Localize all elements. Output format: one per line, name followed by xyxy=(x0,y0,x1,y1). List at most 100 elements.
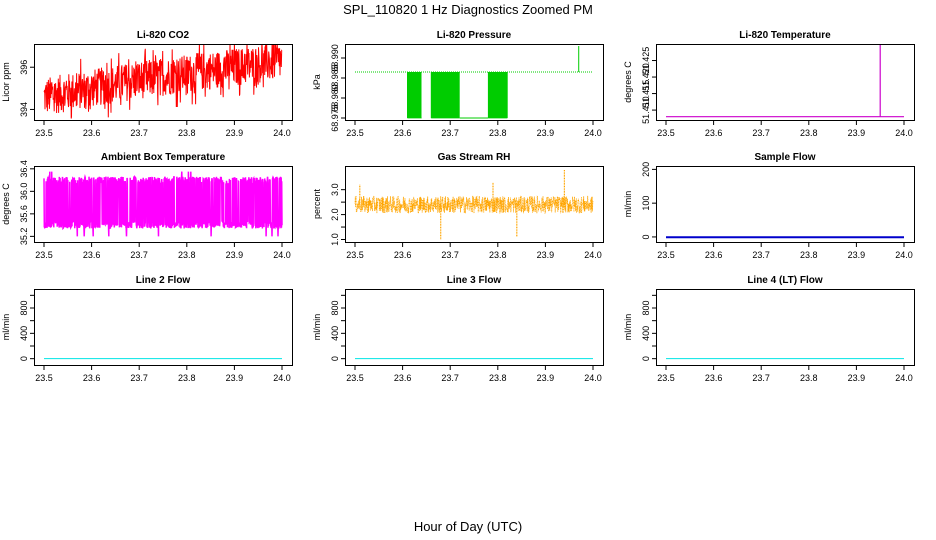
x-tick-label: 23.6 xyxy=(394,128,412,138)
x-tick-label: 23.9 xyxy=(226,128,244,138)
y-tick-label: 400 xyxy=(330,326,340,341)
panel-4: Ambient Box Temperature 23.5 23.6 23.7 23.8 2… xyxy=(1,152,293,260)
x-tick-label: 23.6 xyxy=(705,250,723,260)
series-dropout xyxy=(487,72,508,119)
panel-1: Li-820 CO2 23.5 23.6 23.7 23.8 23.9 24.0 394 396… xyxy=(1,30,293,138)
series-line xyxy=(354,195,594,215)
y-tick-label: 400 xyxy=(641,326,651,341)
x-tick-label: 23.9 xyxy=(848,250,866,260)
x-tick-label: 23.5 xyxy=(657,250,675,260)
y-tick-label: 0 xyxy=(330,356,340,361)
y-tick-label: 68.975 xyxy=(330,104,340,132)
y-tick-label: 2.0 xyxy=(330,208,340,221)
y-tick-label: 800 xyxy=(330,300,340,315)
x-tick-label: 23.7 xyxy=(752,250,770,260)
x-tick-label: 24.0 xyxy=(895,128,913,138)
x-tick-label: 23.6 xyxy=(705,373,723,383)
x-tick-label: 23.6 xyxy=(83,373,101,383)
y-tick-label: 400 xyxy=(19,326,29,341)
y-axis-label: ml/min xyxy=(623,191,633,218)
series-group xyxy=(43,44,283,119)
x-tick-label: 23.5 xyxy=(35,250,53,260)
figure-xlabel: Hour of Day (UTC) xyxy=(414,519,522,534)
x-tick-label: 23.7 xyxy=(130,128,148,138)
panel-title: Ambient Box Temperature xyxy=(101,152,226,163)
y-tick-label: 51.420 xyxy=(641,63,651,91)
y-tick-label: 800 xyxy=(19,300,29,315)
plot-frame xyxy=(34,166,293,243)
y-tick-label: 3.0 xyxy=(330,183,340,196)
x-tick-label: 23.9 xyxy=(537,128,555,138)
x-tick-label: 23.8 xyxy=(489,373,507,383)
x-tick-label: 23.7 xyxy=(441,250,459,260)
panel-title: Sample Flow xyxy=(754,152,815,163)
y-tick-label: 396 xyxy=(19,60,29,75)
y-tick-label: 394 xyxy=(19,102,29,117)
x-tick-label: 23.6 xyxy=(394,250,412,260)
y-tick-label: 35.6 xyxy=(19,205,29,223)
y-tick-label: 51.425 xyxy=(641,47,651,75)
y-tick-label: 35.2 xyxy=(19,228,29,246)
y-axis-label: degrees C xyxy=(1,183,11,225)
panel-title: Li-820 Pressure xyxy=(437,30,512,41)
x-tick-label: 23.7 xyxy=(441,128,459,138)
panel-title: Gas Stream RH xyxy=(438,152,511,163)
panel-grid: Li-820 CO2 23.5 23.6 23.7 23.8 23.9 24.0 394 396… xyxy=(1,30,915,383)
x-tick-label: 23.8 xyxy=(489,250,507,260)
x-tick-label: 23.9 xyxy=(226,250,244,260)
y-tick-label: 1.0 xyxy=(330,233,340,246)
plot-frame xyxy=(656,166,915,243)
x-tick-label: 23.9 xyxy=(226,373,244,383)
x-tick-label: 23.8 xyxy=(178,250,196,260)
x-tick-label: 23.8 xyxy=(800,373,818,383)
y-axis-label: degrees C xyxy=(623,61,633,103)
panel-3: Li-820 Temperature 23.5 23.6 23.7 23.8 23.9 24… xyxy=(623,30,915,138)
y-tick-label: 68.990 xyxy=(330,44,340,72)
x-tick-label: 23.8 xyxy=(178,128,196,138)
y-tick-label: 0 xyxy=(19,356,29,361)
y-tick-label: 200 xyxy=(641,162,651,177)
x-tick-label: 24.0 xyxy=(273,250,291,260)
panel-title: Line 2 Flow xyxy=(136,275,191,286)
y-tick-label: 36.4 xyxy=(19,160,29,178)
x-tick-label: 23.9 xyxy=(537,250,555,260)
y-tick-label: 68.985 xyxy=(330,64,340,92)
panel-8: Line 3 Flow 23.5 23.6 23.7 23.8 23.9 24.0 0 400 8… xyxy=(312,275,604,383)
x-tick-label: 23.9 xyxy=(848,373,866,383)
x-tick-label: 23.8 xyxy=(800,250,818,260)
y-axis-label: ml/min xyxy=(623,314,633,341)
x-tick-label: 23.5 xyxy=(346,373,364,383)
x-tick-label: 24.0 xyxy=(273,128,291,138)
series-line xyxy=(43,171,283,237)
x-tick-label: 23.6 xyxy=(394,373,412,383)
y-axis-label: kPa xyxy=(312,74,322,90)
series-group xyxy=(355,46,593,119)
x-tick-label: 24.0 xyxy=(584,250,602,260)
x-tick-label: 23.8 xyxy=(178,373,196,383)
x-tick-label: 23.5 xyxy=(657,373,675,383)
panel-title: Line 3 Flow xyxy=(447,275,502,286)
x-tick-label: 23.5 xyxy=(346,128,364,138)
plot-frame xyxy=(345,166,604,243)
series-group xyxy=(43,171,283,237)
panel-title: Li-820 Temperature xyxy=(739,30,831,41)
series-group xyxy=(354,169,594,240)
y-tick-label: 36.0 xyxy=(19,183,29,201)
plot-frame xyxy=(34,44,293,121)
x-tick-label: 24.0 xyxy=(895,373,913,383)
y-tick-label: 68.980 xyxy=(330,84,340,112)
x-tick-label: 24.0 xyxy=(273,373,291,383)
y-axis-label: ml/min xyxy=(312,314,322,341)
x-tick-label: 23.9 xyxy=(537,373,555,383)
series-dropout xyxy=(430,72,460,119)
y-tick-label: 100 xyxy=(641,196,651,211)
x-tick-label: 23.7 xyxy=(752,373,770,383)
x-tick-label: 23.7 xyxy=(130,373,148,383)
panel-7: Line 2 Flow 23.5 23.6 23.7 23.8 23.9 24.0 0 400 8… xyxy=(1,275,293,383)
y-tick-label: 51.415 xyxy=(641,80,651,108)
plot-frame xyxy=(345,44,604,121)
x-tick-label: 23.7 xyxy=(441,373,459,383)
x-tick-label: 23.5 xyxy=(35,373,53,383)
y-axis-label: ml/min xyxy=(1,314,11,341)
